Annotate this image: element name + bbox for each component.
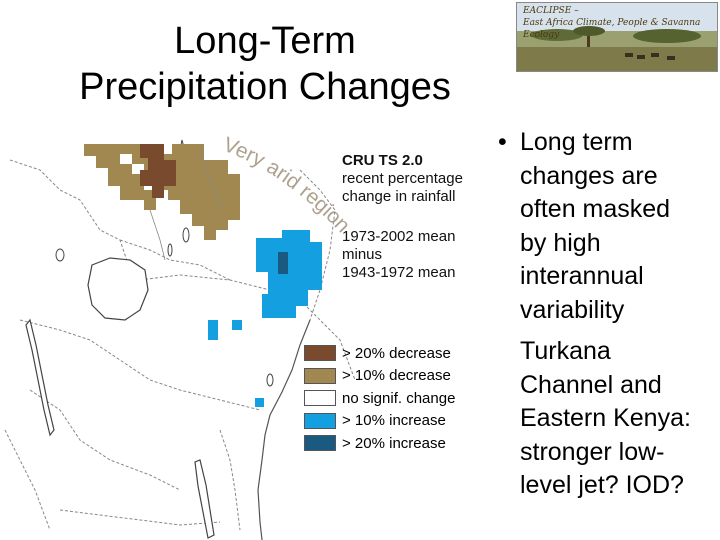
bullet-text: Long term changes are often masked by hi… xyxy=(520,128,671,324)
logo-text: EACLIPSE – East Africa Climate, People &… xyxy=(523,5,717,41)
legend-item: > 10% increase xyxy=(304,410,455,433)
bullet-text: Turkana Channel and Eastern Kenya: stron… xyxy=(520,337,691,499)
map-note-line-2: recent percentage xyxy=(342,170,463,187)
logo-line-1: EACLIPSE – xyxy=(523,6,579,16)
map-note-line-1: CRU TS 2.0 xyxy=(342,152,423,169)
lake-small-1 xyxy=(182,227,190,243)
east-africa-map: Very arid regions xyxy=(0,130,356,540)
title-line-1: Long-Term xyxy=(174,20,356,62)
legend-swatch xyxy=(304,412,336,429)
title-line-2: Precipitation Changes xyxy=(79,66,451,108)
wetting-cells xyxy=(208,230,322,407)
lake-small-2 xyxy=(167,243,173,257)
bullet-item: Turkana Channel and Eastern Kenya: stron… xyxy=(498,335,718,503)
legend-swatch xyxy=(304,390,336,407)
bullet-mark xyxy=(498,335,520,503)
legend-label: > 20% decrease xyxy=(342,344,451,362)
map-legend: > 20% decrease > 10% decrease no signif.… xyxy=(304,342,455,455)
map-note-line-5: minus xyxy=(342,246,383,263)
legend-label: > 10% increase xyxy=(342,412,446,430)
lake-small-4 xyxy=(266,373,274,387)
bullet-item: • Long term changes are often masked by … xyxy=(498,126,718,327)
legend-item: > 20% decrease xyxy=(304,342,455,365)
lake-malawi xyxy=(194,459,215,539)
lake-small-3 xyxy=(55,248,65,262)
slide-title: Long-Term Precipitation Changes xyxy=(20,18,510,110)
eaclipse-logo: EACLIPSE – East Africa Climate, People &… xyxy=(516,2,718,72)
legend-swatch xyxy=(304,435,336,452)
legend-swatch xyxy=(304,367,336,384)
country-borders xyxy=(4,159,356,531)
coastline xyxy=(257,319,311,540)
bullet-mark: • xyxy=(498,128,507,156)
lake-victoria xyxy=(87,257,149,321)
drying-cells xyxy=(84,144,240,240)
legend-item: no signif. change xyxy=(304,387,455,410)
map-note-line-4: 1973-2002 mean xyxy=(342,228,456,245)
bullet-list: • Long term changes are often masked by … xyxy=(498,126,718,503)
legend-label: > 20% increase xyxy=(342,434,446,452)
legend-label: no signif. change xyxy=(342,389,456,407)
rivers xyxy=(149,149,223,261)
map-note-line-6: 1943-1972 mean xyxy=(342,264,456,281)
logo-line-2: East Africa Climate, People & Savanna Ec… xyxy=(523,18,701,40)
legend-item: > 10% decrease xyxy=(304,365,455,388)
savanna-photo xyxy=(517,3,717,71)
legend-swatch xyxy=(304,345,336,362)
map-note-line-3: change in rainfall xyxy=(342,188,456,205)
lake-tanganyika xyxy=(25,318,55,437)
legend-item: > 20% increase xyxy=(304,432,455,455)
map-description: CRU TS 2.0 recent percentage change in r… xyxy=(342,152,463,282)
legend-label: > 10% decrease xyxy=(342,367,451,385)
